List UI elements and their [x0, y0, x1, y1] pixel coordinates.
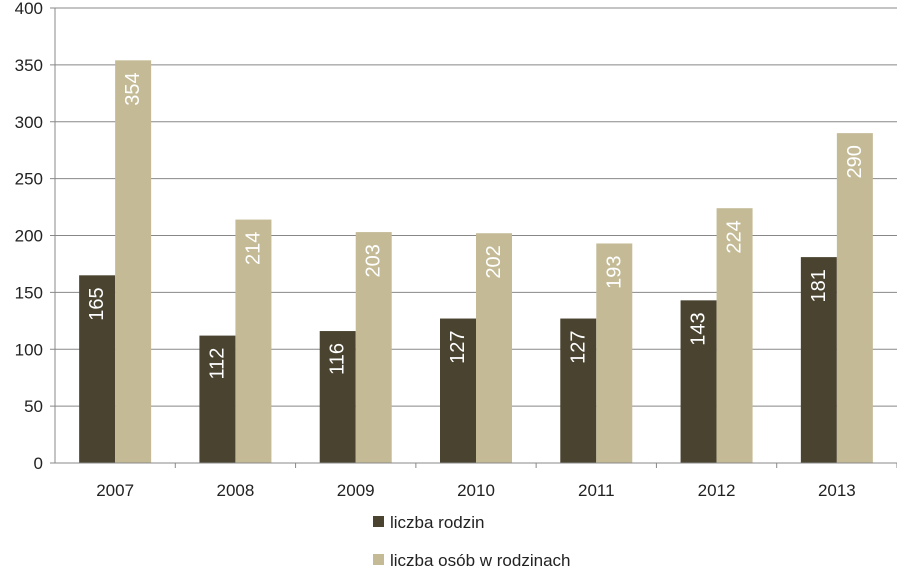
legend-label: liczba rodzin [390, 513, 485, 532]
x-tick-label: 2011 [578, 481, 615, 500]
y-tick-label: 150 [15, 283, 43, 302]
data-label: 127 [447, 331, 469, 364]
data-label: 112 [206, 348, 228, 380]
legend-label: liczba osób w rodzinach [390, 551, 570, 570]
bar-families [199, 335, 236, 463]
x-tick-label: 2008 [217, 481, 255, 500]
data-label: 116 [327, 343, 349, 375]
data-label: 354 [122, 72, 144, 105]
x-tick-label: 2009 [337, 481, 375, 500]
bar-families [440, 318, 476, 463]
y-tick-label: 0 [34, 454, 43, 473]
data-labels: 165 354 112 214 116 203 127 202 127 193 143 224 181 2… [86, 72, 866, 379]
bar-families [79, 275, 116, 463]
bar-persons [476, 233, 512, 463]
bar-persons [716, 208, 753, 463]
data-label: 214 [242, 232, 264, 265]
axes: 0 50 100 150 200 250 300 350 400 2007 2008 2009 2010… [15, 0, 897, 500]
y-tick-label: 200 [15, 227, 43, 246]
y-tick-label: 300 [15, 113, 43, 132]
bar-persons [355, 232, 392, 463]
data-label: 224 [724, 220, 746, 253]
legend-swatch [373, 554, 384, 565]
data-label: 143 [688, 312, 710, 345]
x-tick-label: 2007 [96, 481, 134, 500]
data-label: 127 [567, 331, 589, 364]
bar-persons [115, 60, 152, 463]
bar-families [800, 257, 837, 463]
x-tick-label: 2010 [457, 481, 495, 500]
bar-families [319, 331, 356, 463]
bar-families [560, 318, 597, 463]
data-label: 202 [483, 245, 505, 278]
legend: liczba rodzin liczba osób w rodzinach [373, 513, 570, 570]
bar-persons [235, 219, 272, 463]
data-label: 181 [808, 269, 830, 302]
legend-swatch [373, 516, 384, 527]
data-label: 290 [844, 145, 866, 178]
x-tick-label: 2013 [818, 481, 856, 500]
y-tick-label: 50 [24, 397, 43, 416]
x-tick-label: 2012 [698, 481, 736, 500]
bars [79, 60, 873, 463]
bar-families [680, 300, 717, 463]
data-label: 193 [603, 255, 625, 288]
y-tick-label: 350 [15, 56, 43, 75]
y-tick-label: 250 [15, 170, 43, 189]
data-label: 165 [86, 287, 108, 320]
y-tick-label: 100 [15, 340, 43, 359]
y-tick-label: 400 [15, 0, 43, 18]
bar-persons [836, 133, 873, 463]
bar-persons [596, 243, 633, 463]
data-label: 203 [363, 244, 385, 277]
